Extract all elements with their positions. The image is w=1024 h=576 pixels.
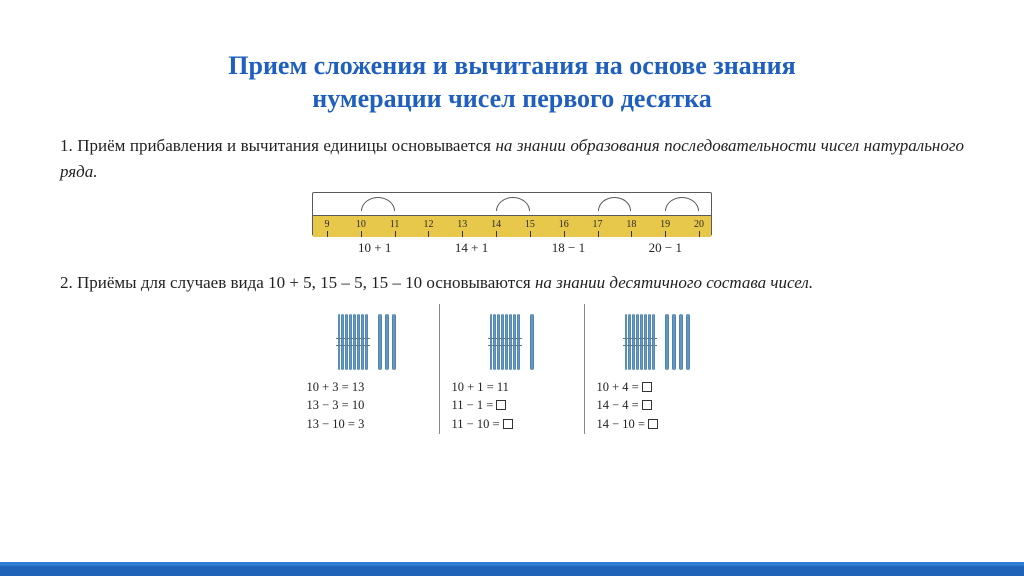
sticks-diagram: 10 + 3 = 1313 − 3 = 1013 − 10 = 3 10 + 1 … (60, 304, 964, 434)
equation-row: 14 − 10 = (597, 415, 718, 434)
tick-label: 15 (525, 219, 535, 230)
equations: 10 + 1 = 1111 − 1 = 11 − 10 = (452, 378, 572, 434)
stick (686, 314, 690, 370)
bundle-band (488, 338, 522, 346)
stick (385, 314, 389, 370)
tick (699, 231, 700, 237)
tick (428, 231, 429, 237)
tick-label: 13 (457, 219, 467, 230)
stick (530, 314, 534, 370)
equation-row: 11 − 10 = (452, 415, 572, 434)
equation-row: 13 − 3 = 10 (307, 396, 427, 415)
number-line: 9 10 11 12 13 14 15 16 17 18 19 20 10 + 1 14 + 1 18 −… (312, 192, 712, 256)
tick (496, 231, 497, 237)
sticks-visual (307, 304, 427, 370)
equation-row: 10 + 1 = 11 (452, 378, 572, 397)
footer-bar (0, 558, 1024, 576)
answer-box (648, 419, 658, 429)
arc (598, 197, 632, 211)
paragraph-2: 2. Приёмы для случаев вида 10 + 5, 15 – … (60, 270, 964, 296)
expression: 20 − 1 (649, 240, 682, 256)
title-line-2: нумерации чисел первого десятка (312, 84, 711, 113)
tick (462, 231, 463, 237)
loose-sticks (665, 314, 690, 370)
number-line-expressions: 10 + 1 14 + 1 18 − 1 20 − 1 (312, 240, 712, 256)
tick-label: 10 (356, 219, 366, 230)
tick (564, 231, 565, 237)
tick (530, 231, 531, 237)
para2-italic: на знании десятичного состава чисел. (535, 273, 813, 292)
equation-row: 14 − 4 = (597, 396, 718, 415)
sticks-visual (597, 304, 718, 370)
ruler-scale: 9 10 11 12 13 14 15 16 17 18 19 20 (313, 215, 711, 237)
tick (327, 231, 328, 237)
expression: 18 − 1 (552, 240, 585, 256)
stick (665, 314, 669, 370)
bundle-band (623, 338, 657, 346)
expression: 14 + 1 (455, 240, 488, 256)
loose-sticks (378, 314, 396, 370)
bundle-band (336, 338, 370, 346)
stick-bundle (490, 314, 520, 370)
para2-lead: 2. Приёмы для случаев вида 10 + 5, 15 – … (60, 273, 535, 292)
title-line-1: Прием сложения и вычитания на основе зна… (228, 51, 795, 80)
equation-row: 11 − 1 = (452, 396, 572, 415)
stick (392, 314, 396, 370)
expression: 10 + 1 (358, 240, 391, 256)
sticks-column: 10 + 1 = 1111 − 1 = 11 − 10 = (440, 304, 585, 434)
answer-box (642, 382, 652, 392)
answer-box (642, 400, 652, 410)
sticks-column: 10 + 3 = 1313 − 3 = 1013 − 10 = 3 (295, 304, 440, 434)
tick (665, 231, 666, 237)
arc (361, 197, 395, 211)
answer-box (496, 400, 506, 410)
slide-title: Прием сложения и вычитания на основе зна… (60, 50, 964, 115)
stick (679, 314, 683, 370)
equation-row: 13 − 10 = 3 (307, 415, 427, 434)
sticks-visual (452, 304, 572, 370)
ruler: 9 10 11 12 13 14 15 16 17 18 19 20 (312, 192, 712, 236)
stick-bundle (625, 314, 655, 370)
stick-bundle (338, 314, 368, 370)
tick-label: 9 (325, 219, 330, 230)
tick (598, 231, 599, 237)
tick (361, 231, 362, 237)
sticks-column: 10 + 4 = 14 − 4 = 14 − 10 = (585, 304, 730, 434)
paragraph-1: 1. Приём прибавления и вычитания единицы… (60, 133, 964, 184)
tick-label: 16 (559, 219, 569, 230)
equation-row: 10 + 4 = (597, 378, 718, 397)
equations: 10 + 4 = 14 − 4 = 14 − 10 = (597, 378, 718, 434)
para1-lead: 1. Приём прибавления и вычитания единицы… (60, 136, 495, 155)
stick (378, 314, 382, 370)
equations: 10 + 3 = 1313 − 3 = 1013 − 10 = 3 (307, 378, 427, 434)
tick-label: 18 (626, 219, 636, 230)
equation-row: 10 + 3 = 13 (307, 378, 427, 397)
tick-label: 11 (390, 219, 400, 230)
slide: Прием сложения и вычитания на основе зна… (0, 0, 1024, 576)
arc (496, 197, 530, 211)
tick (395, 231, 396, 237)
stick (672, 314, 676, 370)
ruler-arcs (313, 193, 711, 215)
tick-label: 17 (593, 219, 603, 230)
tick-label: 12 (423, 219, 433, 230)
loose-sticks (530, 314, 534, 370)
answer-box (503, 419, 513, 429)
arc (665, 197, 699, 211)
tick-label: 20 (694, 219, 704, 230)
tick-label: 19 (660, 219, 670, 230)
footer-stripe-dark (0, 566, 1024, 576)
tick-label: 14 (491, 219, 501, 230)
tick (631, 231, 632, 237)
